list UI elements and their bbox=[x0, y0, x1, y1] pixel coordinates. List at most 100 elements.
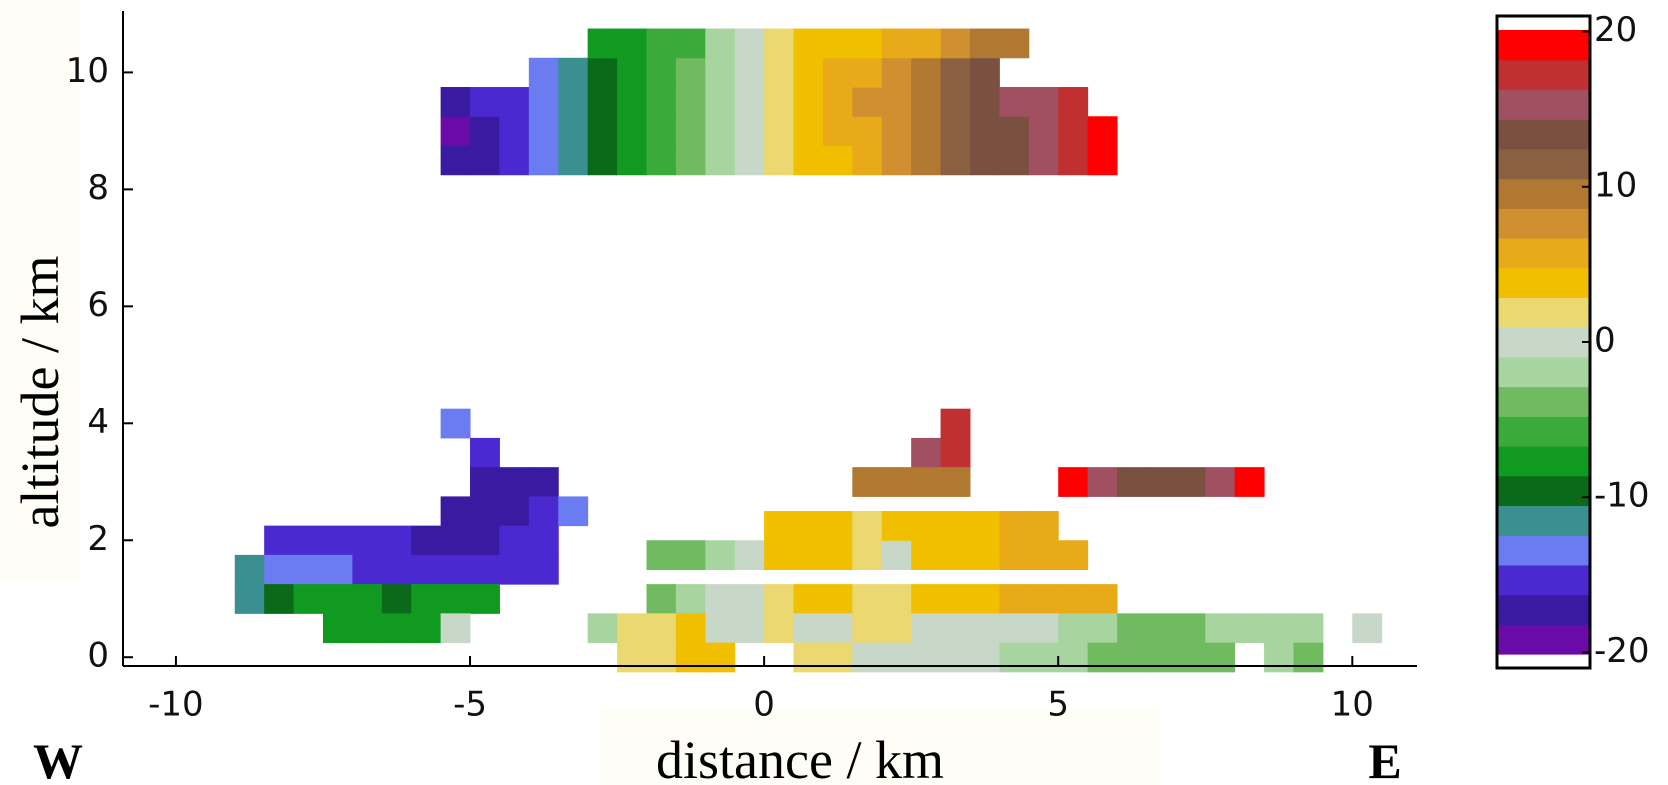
echo-cell bbox=[852, 87, 883, 117]
colorbar-tick-label: -10 bbox=[1594, 476, 1650, 516]
echo-cell bbox=[881, 584, 912, 614]
echo-cell bbox=[940, 511, 971, 541]
echo-cell bbox=[499, 525, 530, 556]
echo-field bbox=[234, 28, 1383, 673]
echo-cell bbox=[852, 584, 883, 614]
echo-cell bbox=[881, 540, 912, 571]
echo-cell bbox=[793, 116, 824, 147]
echo-cell bbox=[528, 57, 559, 88]
echo-cell bbox=[322, 584, 353, 614]
echo-cell bbox=[1117, 642, 1147, 673]
echo-cell bbox=[822, 116, 853, 147]
x-tick-label: 0 bbox=[753, 685, 775, 725]
echo-cell bbox=[322, 554, 353, 585]
echo-cell bbox=[940, 467, 971, 497]
echo-cell bbox=[440, 87, 471, 117]
echo-cell bbox=[1146, 613, 1177, 644]
echo-cell bbox=[969, 116, 1000, 147]
colorbar-band bbox=[1497, 148, 1590, 180]
x-tick-label: -10 bbox=[148, 685, 204, 725]
echo-cell bbox=[969, 613, 1000, 644]
colorbar-band bbox=[1497, 356, 1590, 388]
echo-cell bbox=[911, 145, 942, 176]
colorbar-band bbox=[1497, 505, 1590, 536]
y-tick-label: 8 bbox=[87, 168, 109, 208]
colorbar-band bbox=[1497, 624, 1590, 655]
echo-cell bbox=[381, 613, 412, 644]
echo-cell bbox=[705, 540, 736, 571]
echo-cell bbox=[528, 467, 559, 497]
echo-cell bbox=[852, 116, 883, 147]
echo-cell bbox=[352, 584, 383, 614]
echo-cell bbox=[1117, 467, 1147, 497]
echo-cell bbox=[705, 145, 736, 176]
echo-cell bbox=[705, 642, 736, 673]
echo-cell bbox=[822, 613, 853, 644]
echo-cell bbox=[352, 525, 383, 556]
x-tick-label: 5 bbox=[1047, 685, 1069, 725]
colorbar-band bbox=[1497, 238, 1590, 269]
echo-cell bbox=[1058, 87, 1089, 117]
colorbar-band bbox=[1497, 475, 1590, 507]
echo-cell bbox=[999, 87, 1030, 117]
echo-cell bbox=[999, 145, 1030, 176]
echo-cell bbox=[499, 496, 530, 527]
echo-cell bbox=[881, 613, 912, 644]
colorbar-band bbox=[1497, 564, 1590, 596]
echo-cell bbox=[470, 116, 500, 147]
echo-cell bbox=[411, 613, 442, 644]
echo-cell bbox=[234, 554, 265, 585]
echo-cell bbox=[646, 87, 677, 117]
echo-cell bbox=[852, 145, 883, 176]
echo-cell bbox=[1058, 613, 1089, 644]
echo-cell bbox=[734, 145, 765, 176]
echo-cell bbox=[381, 525, 412, 556]
echo-cell bbox=[852, 57, 883, 88]
echo-cell bbox=[793, 613, 824, 644]
echo-cell bbox=[940, 408, 971, 439]
echo-cell bbox=[440, 116, 471, 147]
colorbar-band bbox=[1497, 446, 1590, 477]
label-background bbox=[0, 0, 80, 580]
echo-cell bbox=[1058, 116, 1089, 147]
echo-cell bbox=[675, 116, 706, 147]
echo-cell bbox=[646, 613, 677, 644]
echo-cell bbox=[999, 584, 1030, 614]
echo-cell bbox=[940, 116, 971, 147]
colorbar-band bbox=[1497, 594, 1590, 625]
echo-cell bbox=[1205, 613, 1236, 644]
echo-cell bbox=[1058, 584, 1089, 614]
echo-cell bbox=[1117, 613, 1147, 644]
echo-cell bbox=[969, 145, 1000, 176]
echo-cell bbox=[1264, 642, 1294, 673]
echo-cell bbox=[1058, 145, 1089, 176]
echo-cell bbox=[617, 613, 647, 644]
echo-cell bbox=[1146, 642, 1177, 673]
echo-cell bbox=[381, 584, 412, 614]
echo-cell bbox=[411, 554, 442, 585]
echo-cell bbox=[999, 540, 1030, 571]
echo-cell bbox=[852, 642, 883, 673]
colorbar-band bbox=[1497, 119, 1590, 150]
echo-cell bbox=[705, 28, 736, 59]
echo-cell bbox=[1146, 467, 1177, 497]
echo-cell bbox=[999, 613, 1030, 644]
echo-cell bbox=[1234, 613, 1265, 644]
echo-cell bbox=[293, 584, 324, 614]
echo-cell bbox=[587, 613, 618, 644]
echo-cell bbox=[969, 87, 1000, 117]
echo-cell bbox=[734, 613, 765, 644]
colorbar-band bbox=[1497, 59, 1590, 91]
echo-cell bbox=[587, 87, 618, 117]
echo-cell bbox=[470, 467, 500, 497]
echo-cell bbox=[558, 87, 589, 117]
echo-cell bbox=[1058, 467, 1089, 497]
echo-cell bbox=[617, 116, 647, 147]
echo-cell bbox=[411, 584, 442, 614]
echo-cell bbox=[881, 145, 912, 176]
echo-cell bbox=[1087, 584, 1118, 614]
echo-cell bbox=[1175, 467, 1206, 497]
echo-cell bbox=[793, 540, 824, 571]
echo-cell bbox=[1087, 613, 1118, 644]
echo-cell bbox=[764, 28, 795, 59]
